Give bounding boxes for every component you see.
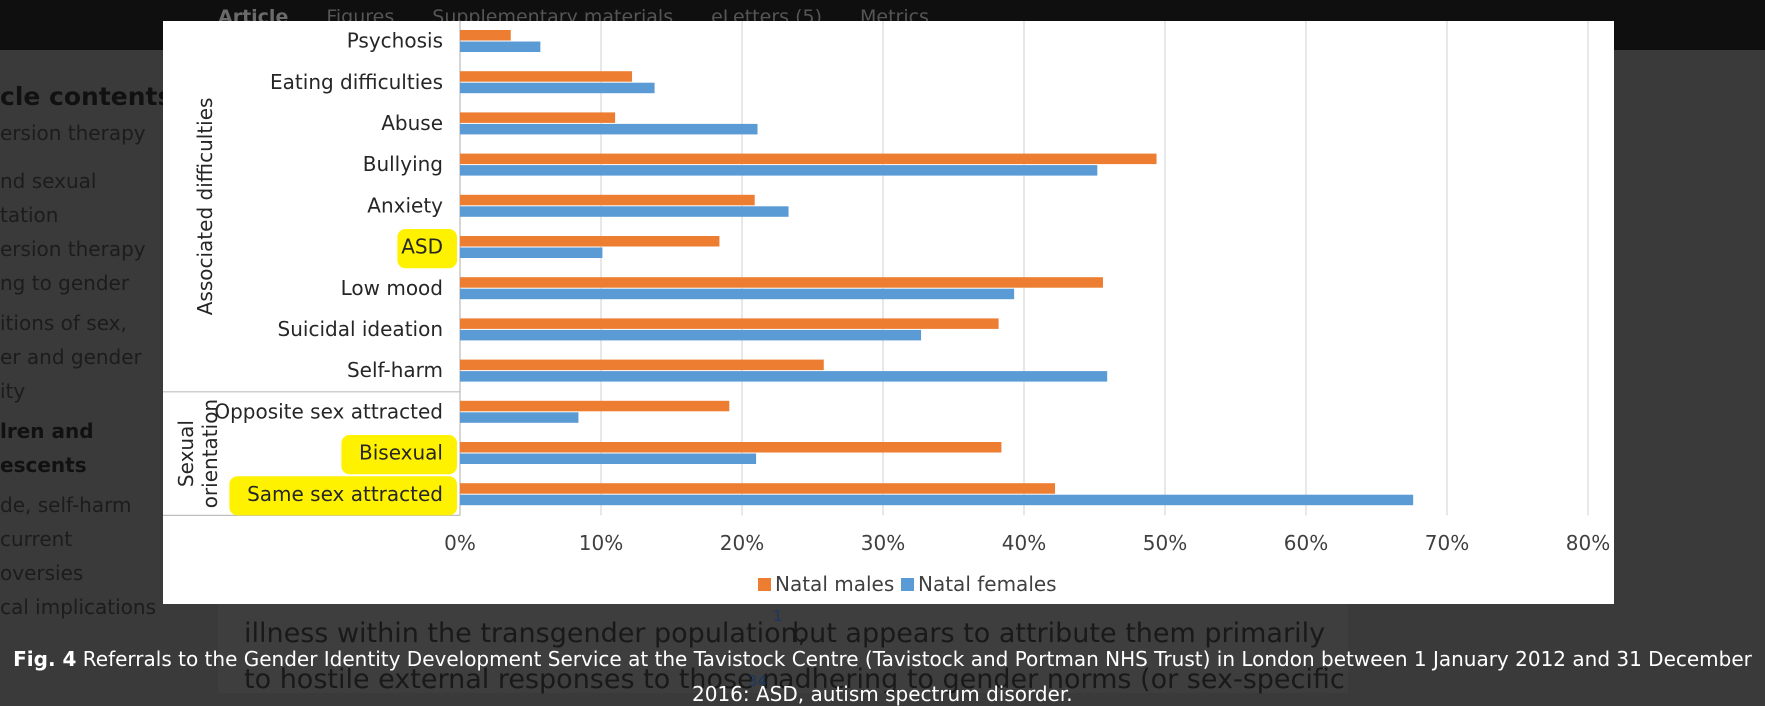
bar-natal-males (460, 483, 1056, 494)
category-label: Anxiety (367, 193, 443, 217)
legend-swatch (901, 578, 914, 591)
sidebar-item[interactable]: ng to gender (0, 271, 130, 295)
article-contents-sidebar: cle contents ersion therapy nd sexual tati… (0, 50, 215, 693)
body-text-segment: adhering to gender norms (or sex-specifi… (778, 664, 1345, 695)
category-label: Abuse (381, 111, 443, 135)
sidebar-item[interactable]: nd sexual (0, 169, 97, 193)
bar-natal-females (460, 123, 758, 135)
figure-4[interactable]: 0% 10% 20% 30% 40% 50% 60% 70% 80% Associated dif… (163, 21, 1614, 604)
bar-natal-males (460, 194, 755, 206)
bar-natal-males (460, 277, 1103, 288)
bar-natal-males (460, 236, 720, 247)
sidebar-title: cle contents (0, 82, 173, 111)
category-label: Eating difficulties (270, 70, 443, 94)
bar-natal-females (460, 494, 1414, 506)
bar-natal-females (460, 412, 579, 423)
group-label-line: Sexual (174, 420, 198, 487)
bar-natal-males (460, 30, 511, 41)
group-label-line: orientation (198, 399, 222, 508)
x-tick-label: 10% (579, 531, 623, 555)
x-tick-label: 80% (1566, 531, 1610, 555)
bar-natal-males (460, 318, 999, 329)
sidebar-item[interactable]: oversies (0, 561, 84, 585)
body-text-segment: to hostile external responses to those n (244, 664, 780, 695)
category-label: Same sex attracted (247, 482, 443, 506)
x-tick-label: 50% (1143, 531, 1187, 555)
bar-natal-males (460, 112, 616, 123)
bar-natal-females (460, 165, 1098, 176)
category-label: Low mood (341, 276, 443, 300)
bar-natal-females (460, 453, 757, 464)
sidebar-item[interactable]: escents (0, 453, 87, 477)
x-tick-label: 70% (1425, 531, 1469, 555)
figure-caption-text: Referrals to the Gender Identity Develop… (82, 647, 1752, 671)
body-text-segment: illness within the transgender populatio… (244, 618, 807, 649)
sidebar-item[interactable]: de, self-harm (0, 493, 132, 517)
sidebar-item[interactable]: tation (0, 203, 59, 227)
sidebar-item[interactable]: itions of sex, (0, 311, 127, 335)
body-text-segment: but appears to attribute them primarily (792, 618, 1326, 649)
bar-natal-males (460, 442, 1002, 453)
bar-natal-females (460, 82, 655, 94)
x-tick-label: 0% (444, 531, 476, 555)
category-label: Psychosis (347, 29, 443, 53)
category-label: Suicidal ideation (278, 317, 443, 341)
citation-link[interactable]: 1 (773, 607, 783, 625)
highlight-marker (341, 435, 457, 475)
bar-natal-females (460, 371, 1108, 382)
figure-caption-line2: 2016: ASD, autism spectrum disorder. (692, 682, 1073, 706)
legend-label: Natal females (918, 572, 1057, 596)
bar-natal-females (460, 329, 922, 341)
x-tick-label: 40% (1002, 531, 1046, 555)
x-tick-label: 20% (720, 531, 764, 555)
category-label: Bullying (363, 152, 443, 176)
bar-natal-males (460, 71, 633, 82)
bar-natal-females (460, 206, 789, 217)
category-label: Opposite sex attracted (214, 399, 443, 423)
sidebar-item[interactable]: cal implications (0, 595, 156, 619)
x-tick-label: 30% (861, 531, 905, 555)
sidebar-item[interactable]: ersion therapy (0, 237, 146, 261)
bar-natal-females (460, 41, 541, 52)
legend-label: Natal males (775, 572, 894, 596)
category-label: Self-harm (347, 358, 443, 382)
category-label: Bisexual (359, 441, 443, 465)
highlight-marker (397, 229, 457, 269)
bar-natal-males (460, 400, 730, 412)
bar-natal-females (460, 288, 1015, 300)
sidebar-item[interactable]: ity (0, 379, 26, 403)
sidebar-item[interactable]: er and gender (0, 345, 142, 369)
body-text-line: illness within the transgender populatio… (244, 618, 806, 649)
referrals-bar-chart: 0% 10% 20% 30% 40% 50% 60% 70% 80% Associated dif… (163, 21, 1610, 596)
citation-link[interactable]: 34 (748, 672, 768, 690)
bar-natal-males (460, 153, 1157, 165)
legend-swatch (758, 578, 771, 591)
sidebar-item[interactable]: lren and (0, 419, 94, 443)
figure-caption: Fig. 4 Referrals to the Gender Identity … (0, 647, 1765, 671)
group-label: Associated difficulties (193, 98, 217, 316)
sidebar-item[interactable]: current (0, 527, 73, 551)
bar-natal-males (460, 359, 824, 371)
highlight-marker (229, 476, 457, 516)
sidebar-item[interactable]: ersion therapy (0, 121, 146, 145)
group-label: Sexualorientation (174, 399, 222, 508)
figure-label: Fig. 4 (13, 647, 77, 671)
x-tick-label: 60% (1284, 531, 1328, 555)
category-label: ASD (401, 235, 443, 259)
bar-natal-females (460, 247, 603, 258)
